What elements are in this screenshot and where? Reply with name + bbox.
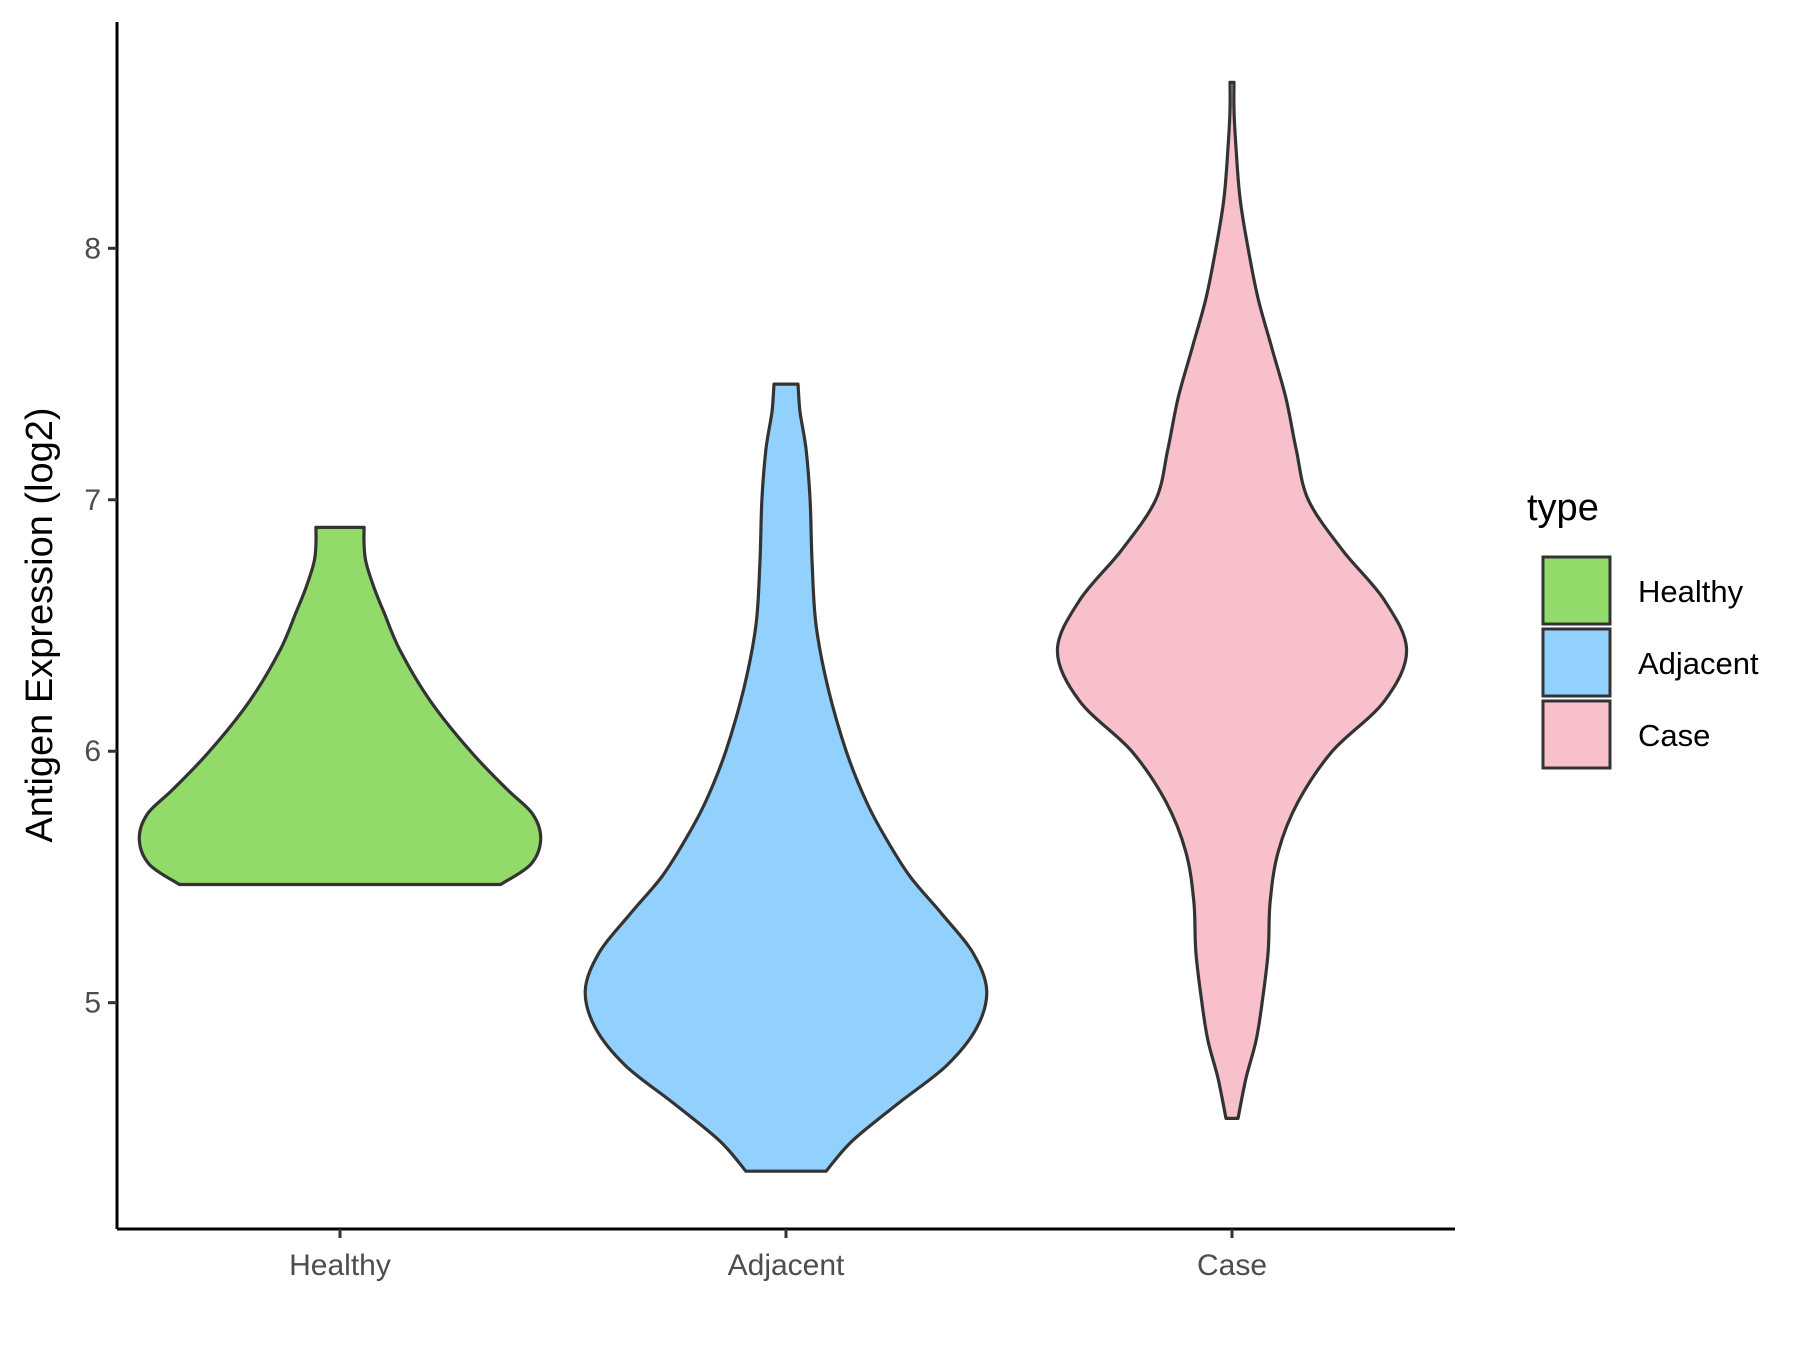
y-tick-label: 8 [84,232,101,265]
legend-label-adjacent: Adjacent [1638,646,1759,681]
x-tick-label: Adjacent [728,1249,845,1282]
x-tick-label: Case [1197,1249,1267,1282]
violin-healthy [137,525,543,887]
legend-key-case [1541,699,1612,770]
x-tick-label: Healthy [289,1249,391,1282]
legend-key-adjacent [1541,627,1612,698]
violin-adjacent [583,382,989,1173]
y-tick-label: 5 [84,987,101,1020]
legend-title: type [1527,487,1599,529]
legend-label-healthy: Healthy [1638,574,1744,609]
legend: type Healthy Adjacent Case [1527,487,1759,770]
axes: 5 6 7 8 Healthy Adjacent Case [84,22,1455,1282]
y-axis-title: Antigen Expression (log2) [19,407,61,842]
legend-label-case: Case [1638,718,1710,753]
legend-key-healthy [1541,555,1612,626]
violin-layer [137,80,1409,1173]
y-tick-label: 6 [84,735,101,768]
violin-case [1055,80,1409,1120]
y-tick-label: 7 [84,484,101,517]
